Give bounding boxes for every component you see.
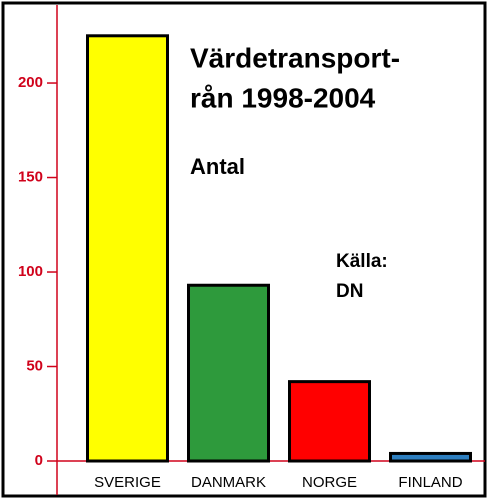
- bar: [86, 34, 169, 463]
- x-tick-label: SVERIGE: [94, 474, 161, 491]
- y-tick-label: 100: [18, 263, 43, 280]
- chart-title: rån 1998-2004: [190, 82, 376, 113]
- y-tick-label: 50: [26, 357, 43, 374]
- x-tick-label: NORGE: [302, 474, 357, 491]
- bar: [389, 451, 472, 463]
- bar: [187, 283, 270, 463]
- y-tick-label: 150: [18, 168, 43, 185]
- x-tick-label: DANMARK: [191, 474, 266, 491]
- annotation: DN: [336, 281, 363, 302]
- chart-title: Värdetransport-: [190, 42, 400, 73]
- chart-subtitle: Antal: [190, 154, 245, 179]
- y-tick-label: 200: [18, 74, 43, 91]
- annotation: Källa:: [336, 251, 388, 272]
- y-tick-label: 0: [35, 452, 43, 469]
- x-tick-label: FINLAND: [398, 474, 462, 491]
- bar: [288, 380, 371, 463]
